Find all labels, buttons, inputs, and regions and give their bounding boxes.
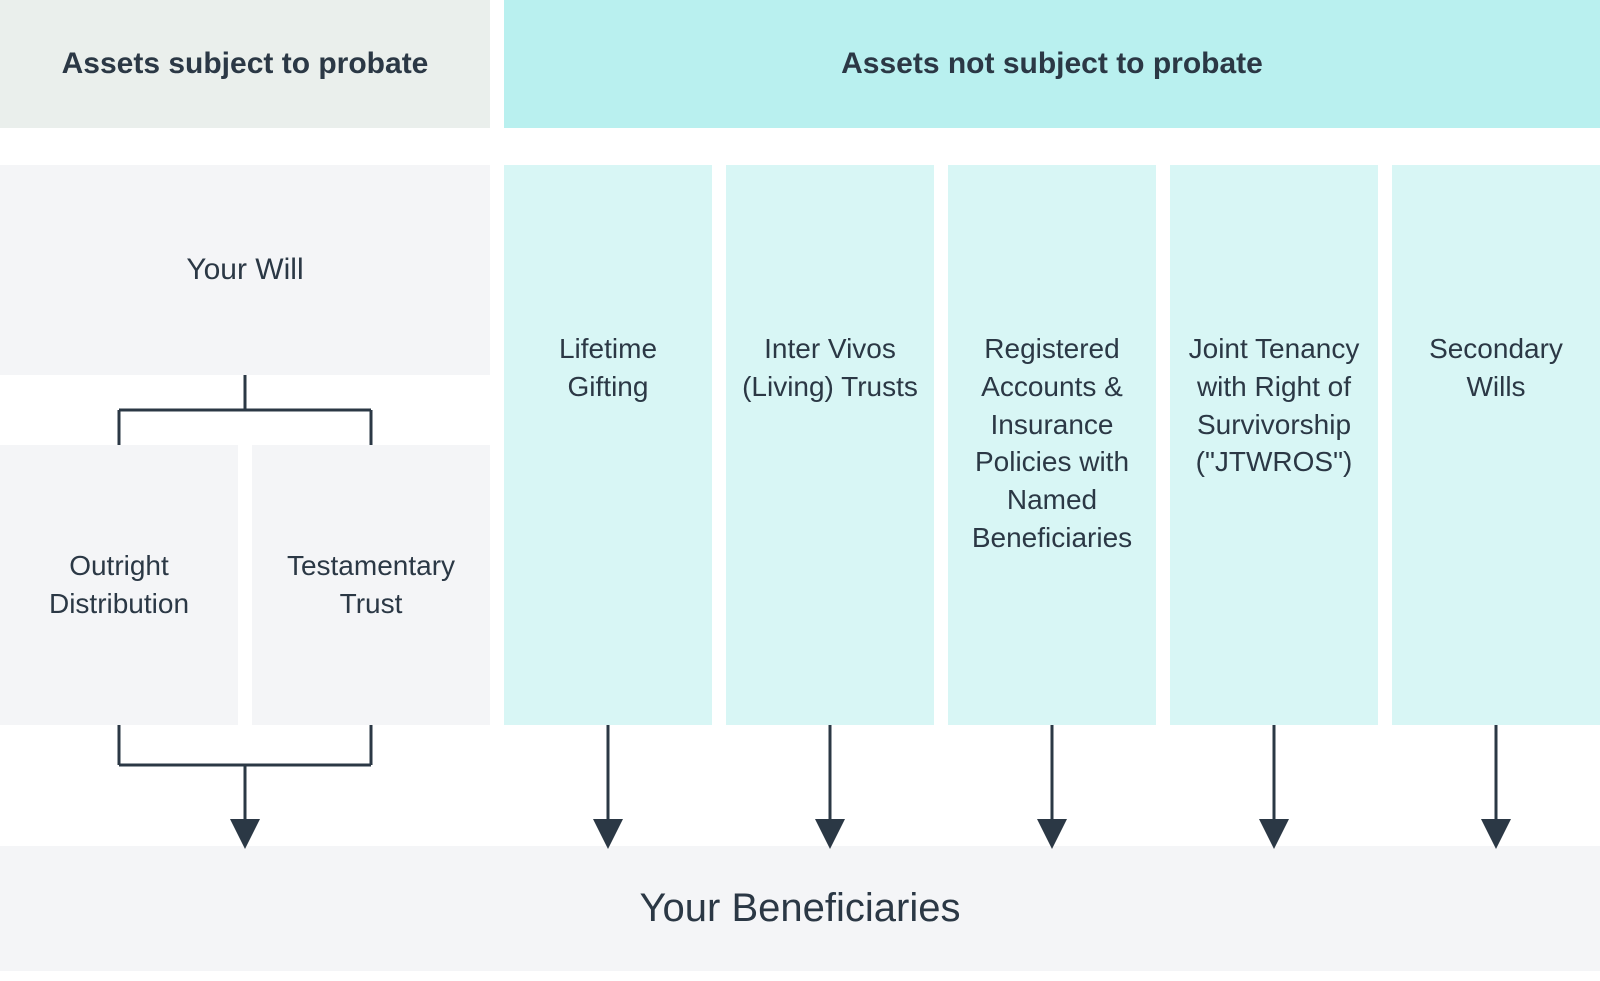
will-children-row: Outright Distribution Testamentary Trust xyxy=(0,445,490,725)
header-nonprobate: Assets not subject to probate xyxy=(504,0,1600,128)
will-box: Your Will xyxy=(0,165,490,375)
nonprobate-box-lifetime-gifting: Lifetime Gifting xyxy=(504,165,712,725)
nonprobate-column: Lifetime Gifting Inter Vivos (Living) Tr… xyxy=(504,165,1600,725)
header-row: Assets subject to probate Assets not sub… xyxy=(0,0,1600,128)
nonprobate-box-secondary-wills: Secondary Wills xyxy=(1392,165,1600,725)
probate-column: Your Will Outright Distribution Testamen… xyxy=(0,165,490,725)
nonprobate-box-inter-vivos: Inter Vivos (Living) Trusts xyxy=(726,165,934,725)
middle-row: Your Will Outright Distribution Testamen… xyxy=(0,165,1600,725)
nonprobate-box-registered-accounts: Registered Accounts & Insurance Policies… xyxy=(948,165,1156,725)
footer-beneficiaries: Your Beneficiaries xyxy=(0,846,1600,971)
nonprobate-box-joint-tenancy: Joint Tenancy with Right of Survivorship… xyxy=(1170,165,1378,725)
header-probate: Assets subject to probate xyxy=(0,0,490,128)
will-child-testamentary: Testamentary Trust xyxy=(252,445,490,725)
will-child-outright: Outright Distribution xyxy=(0,445,238,725)
